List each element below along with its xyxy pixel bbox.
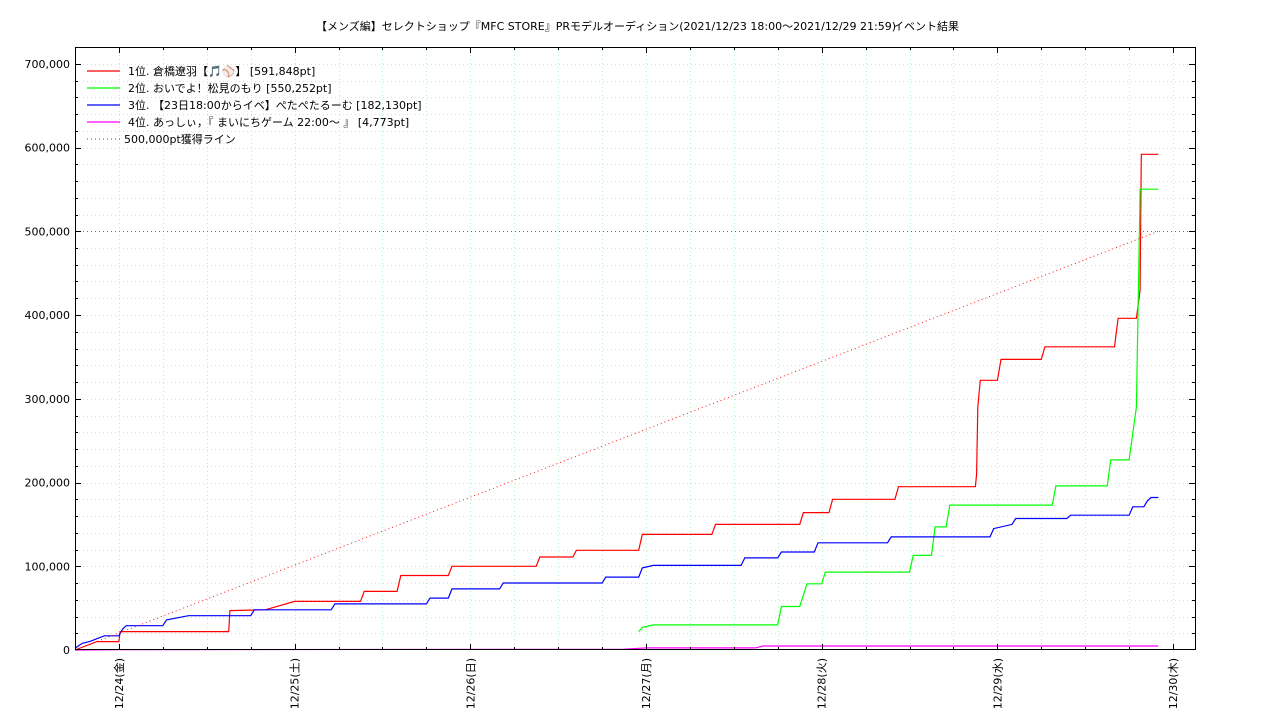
chart-title: 【メンズ編】セレクトショップ『MFC STORE』PRモデルオーディション(20… [316, 19, 896, 33]
x-tick-label: 12/26(日) [464, 658, 477, 709]
y-tick-label: 700,000 [25, 58, 71, 71]
x-tick-label: 12/28(火) [816, 658, 829, 709]
plot-frame [76, 48, 1196, 650]
y-tick-label: 600,000 [25, 142, 71, 155]
y-tick-label: 200,000 [25, 477, 71, 490]
x-tick-label: 12/30(木) [1167, 658, 1180, 709]
legend: 1位. 倉橋遼羽【🎵⚾】 [591,848pt] 2位. おいでよ！松見のもり [… [87, 64, 422, 146]
y-tick-label: 0 [63, 644, 70, 657]
x-tick-label: 12/25(土) [289, 658, 302, 709]
legend-label-1: 1位. 倉橋遼羽【🎵⚾】 [591,848pt] [128, 64, 315, 78]
series-line-5 [75, 231, 1158, 650]
legend-label-4: 4位. あっしぃ，『 まいにちゲーム 22:00〜 』 [4,773pt] [128, 115, 409, 129]
legend-label-3: 3位. 【23日18:00からイベ】ぺたぺたるーむ [182,130pt] [128, 98, 422, 112]
grid-lines [75, 47, 1195, 650]
chart-subtitle: イベント結果 [893, 19, 959, 33]
x-axis-tick-labels: 12/24(金) 12/25(土) 12/26(日) 12/27(月) 12/28(火)… [112, 658, 1180, 709]
x-tick-label: 12/29(水) [991, 658, 1004, 709]
y-tick-label: 500,000 [25, 225, 71, 238]
y-tick-label: 400,000 [25, 309, 71, 322]
axis-ticks [75, 47, 1195, 650]
series-line-3 [75, 498, 1158, 649]
x-tick-label: 12/27(月) [640, 658, 653, 709]
y-tick-label: 300,000 [25, 393, 71, 406]
legend-label-2: 2位. おいでよ！松見のもり [550,252pt] [128, 81, 332, 95]
series-lines [75, 154, 1158, 650]
legend-label-5: 500,000pt獲得ライン [124, 133, 236, 146]
y-axis-tick-labels: 0 100,000 200,000 300,000 400,000 500,000 600,… [25, 58, 71, 657]
series-line-1 [75, 154, 1158, 650]
y-tick-label: 100,000 [25, 560, 71, 573]
x-tick-label: 12/24(金) [112, 658, 126, 709]
